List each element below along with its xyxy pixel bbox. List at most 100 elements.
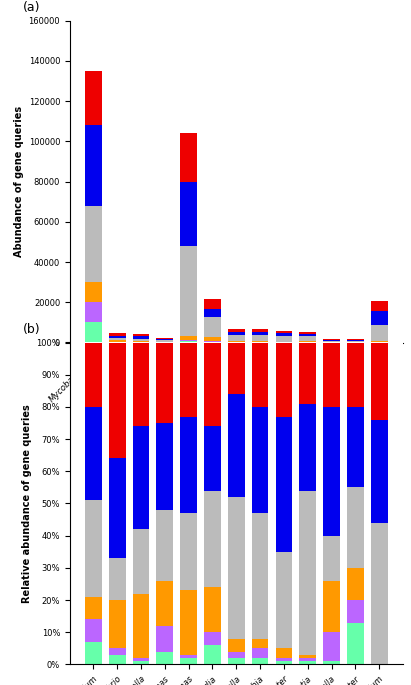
Bar <box>228 335 245 340</box>
Bar <box>180 134 197 182</box>
X-axis label: Genus: Genus <box>218 418 254 427</box>
Legend: S1, S2, S3, R1, R2, R3: S1, S2, S3, R1, R2, R3 <box>125 521 347 531</box>
Bar <box>157 651 173 664</box>
Bar <box>85 206 102 282</box>
Bar <box>109 648 125 655</box>
Bar <box>371 342 388 420</box>
Bar <box>228 651 245 658</box>
Bar <box>228 342 245 394</box>
Bar <box>323 632 340 661</box>
Bar <box>300 661 316 664</box>
Bar <box>180 340 197 342</box>
Bar <box>347 488 364 568</box>
Bar <box>204 426 221 490</box>
Bar <box>347 600 364 623</box>
Bar <box>347 341 364 342</box>
Bar <box>228 497 245 638</box>
Bar <box>252 648 268 658</box>
Bar <box>300 658 316 661</box>
Bar <box>252 513 268 638</box>
Bar <box>300 334 316 336</box>
Bar <box>300 336 316 342</box>
Bar <box>180 342 197 416</box>
Bar <box>85 342 102 407</box>
Bar <box>252 332 268 335</box>
Bar <box>228 332 245 335</box>
Bar <box>300 342 316 403</box>
Bar <box>109 333 125 336</box>
Bar <box>371 420 388 523</box>
Bar <box>252 329 268 332</box>
Bar <box>323 338 340 340</box>
Bar <box>276 658 292 661</box>
Bar <box>204 299 221 309</box>
Bar <box>133 658 149 661</box>
Bar <box>371 523 388 664</box>
Bar <box>228 658 245 664</box>
Bar <box>109 340 125 342</box>
Bar <box>300 655 316 658</box>
Bar <box>157 339 173 340</box>
Bar <box>276 331 292 333</box>
Bar <box>85 597 102 619</box>
Bar <box>85 642 102 664</box>
Bar <box>276 336 292 342</box>
Bar <box>133 342 149 426</box>
Text: (b): (b) <box>23 323 41 336</box>
Bar <box>347 338 364 340</box>
Bar <box>323 340 340 341</box>
Bar <box>133 336 149 338</box>
Bar <box>109 338 125 340</box>
Y-axis label: Abundance of gene queries: Abundance of gene queries <box>14 106 24 257</box>
Bar <box>228 394 245 497</box>
Bar <box>180 246 197 336</box>
Bar <box>228 340 245 342</box>
Bar <box>157 581 173 626</box>
Bar <box>323 407 340 536</box>
Bar <box>276 552 292 648</box>
Bar <box>204 342 221 426</box>
Bar <box>85 71 102 125</box>
Bar <box>252 407 268 513</box>
Bar <box>133 530 149 594</box>
Bar <box>323 581 340 632</box>
Bar <box>204 316 221 337</box>
Bar <box>204 632 221 645</box>
Bar <box>204 490 221 587</box>
Bar <box>371 325 388 341</box>
Bar <box>180 658 197 664</box>
Bar <box>157 423 173 510</box>
Bar <box>204 587 221 632</box>
Bar <box>133 334 149 336</box>
Bar <box>300 490 316 655</box>
Bar <box>276 661 292 664</box>
Bar <box>323 341 340 342</box>
Bar <box>180 336 197 340</box>
Bar <box>85 302 102 323</box>
Bar <box>323 342 340 407</box>
Bar <box>133 338 149 341</box>
Bar <box>85 125 102 206</box>
Y-axis label: Relative abundance of gene queries: Relative abundance of gene queries <box>22 404 32 603</box>
Bar <box>300 403 316 490</box>
Bar <box>371 301 388 311</box>
Bar <box>85 282 102 302</box>
Bar <box>85 407 102 500</box>
Bar <box>157 338 173 339</box>
Bar <box>347 340 364 341</box>
Bar <box>109 655 125 664</box>
Bar <box>180 513 197 590</box>
Bar <box>180 655 197 658</box>
Bar <box>323 536 340 581</box>
Bar <box>133 426 149 530</box>
Bar <box>347 568 364 600</box>
Bar <box>204 645 221 664</box>
Bar <box>157 342 173 423</box>
Bar <box>157 340 173 342</box>
Bar <box>133 661 149 664</box>
Bar <box>204 341 221 342</box>
Bar <box>85 323 102 342</box>
Text: (a): (a) <box>23 1 41 14</box>
Bar <box>276 333 292 336</box>
Bar <box>228 329 245 332</box>
